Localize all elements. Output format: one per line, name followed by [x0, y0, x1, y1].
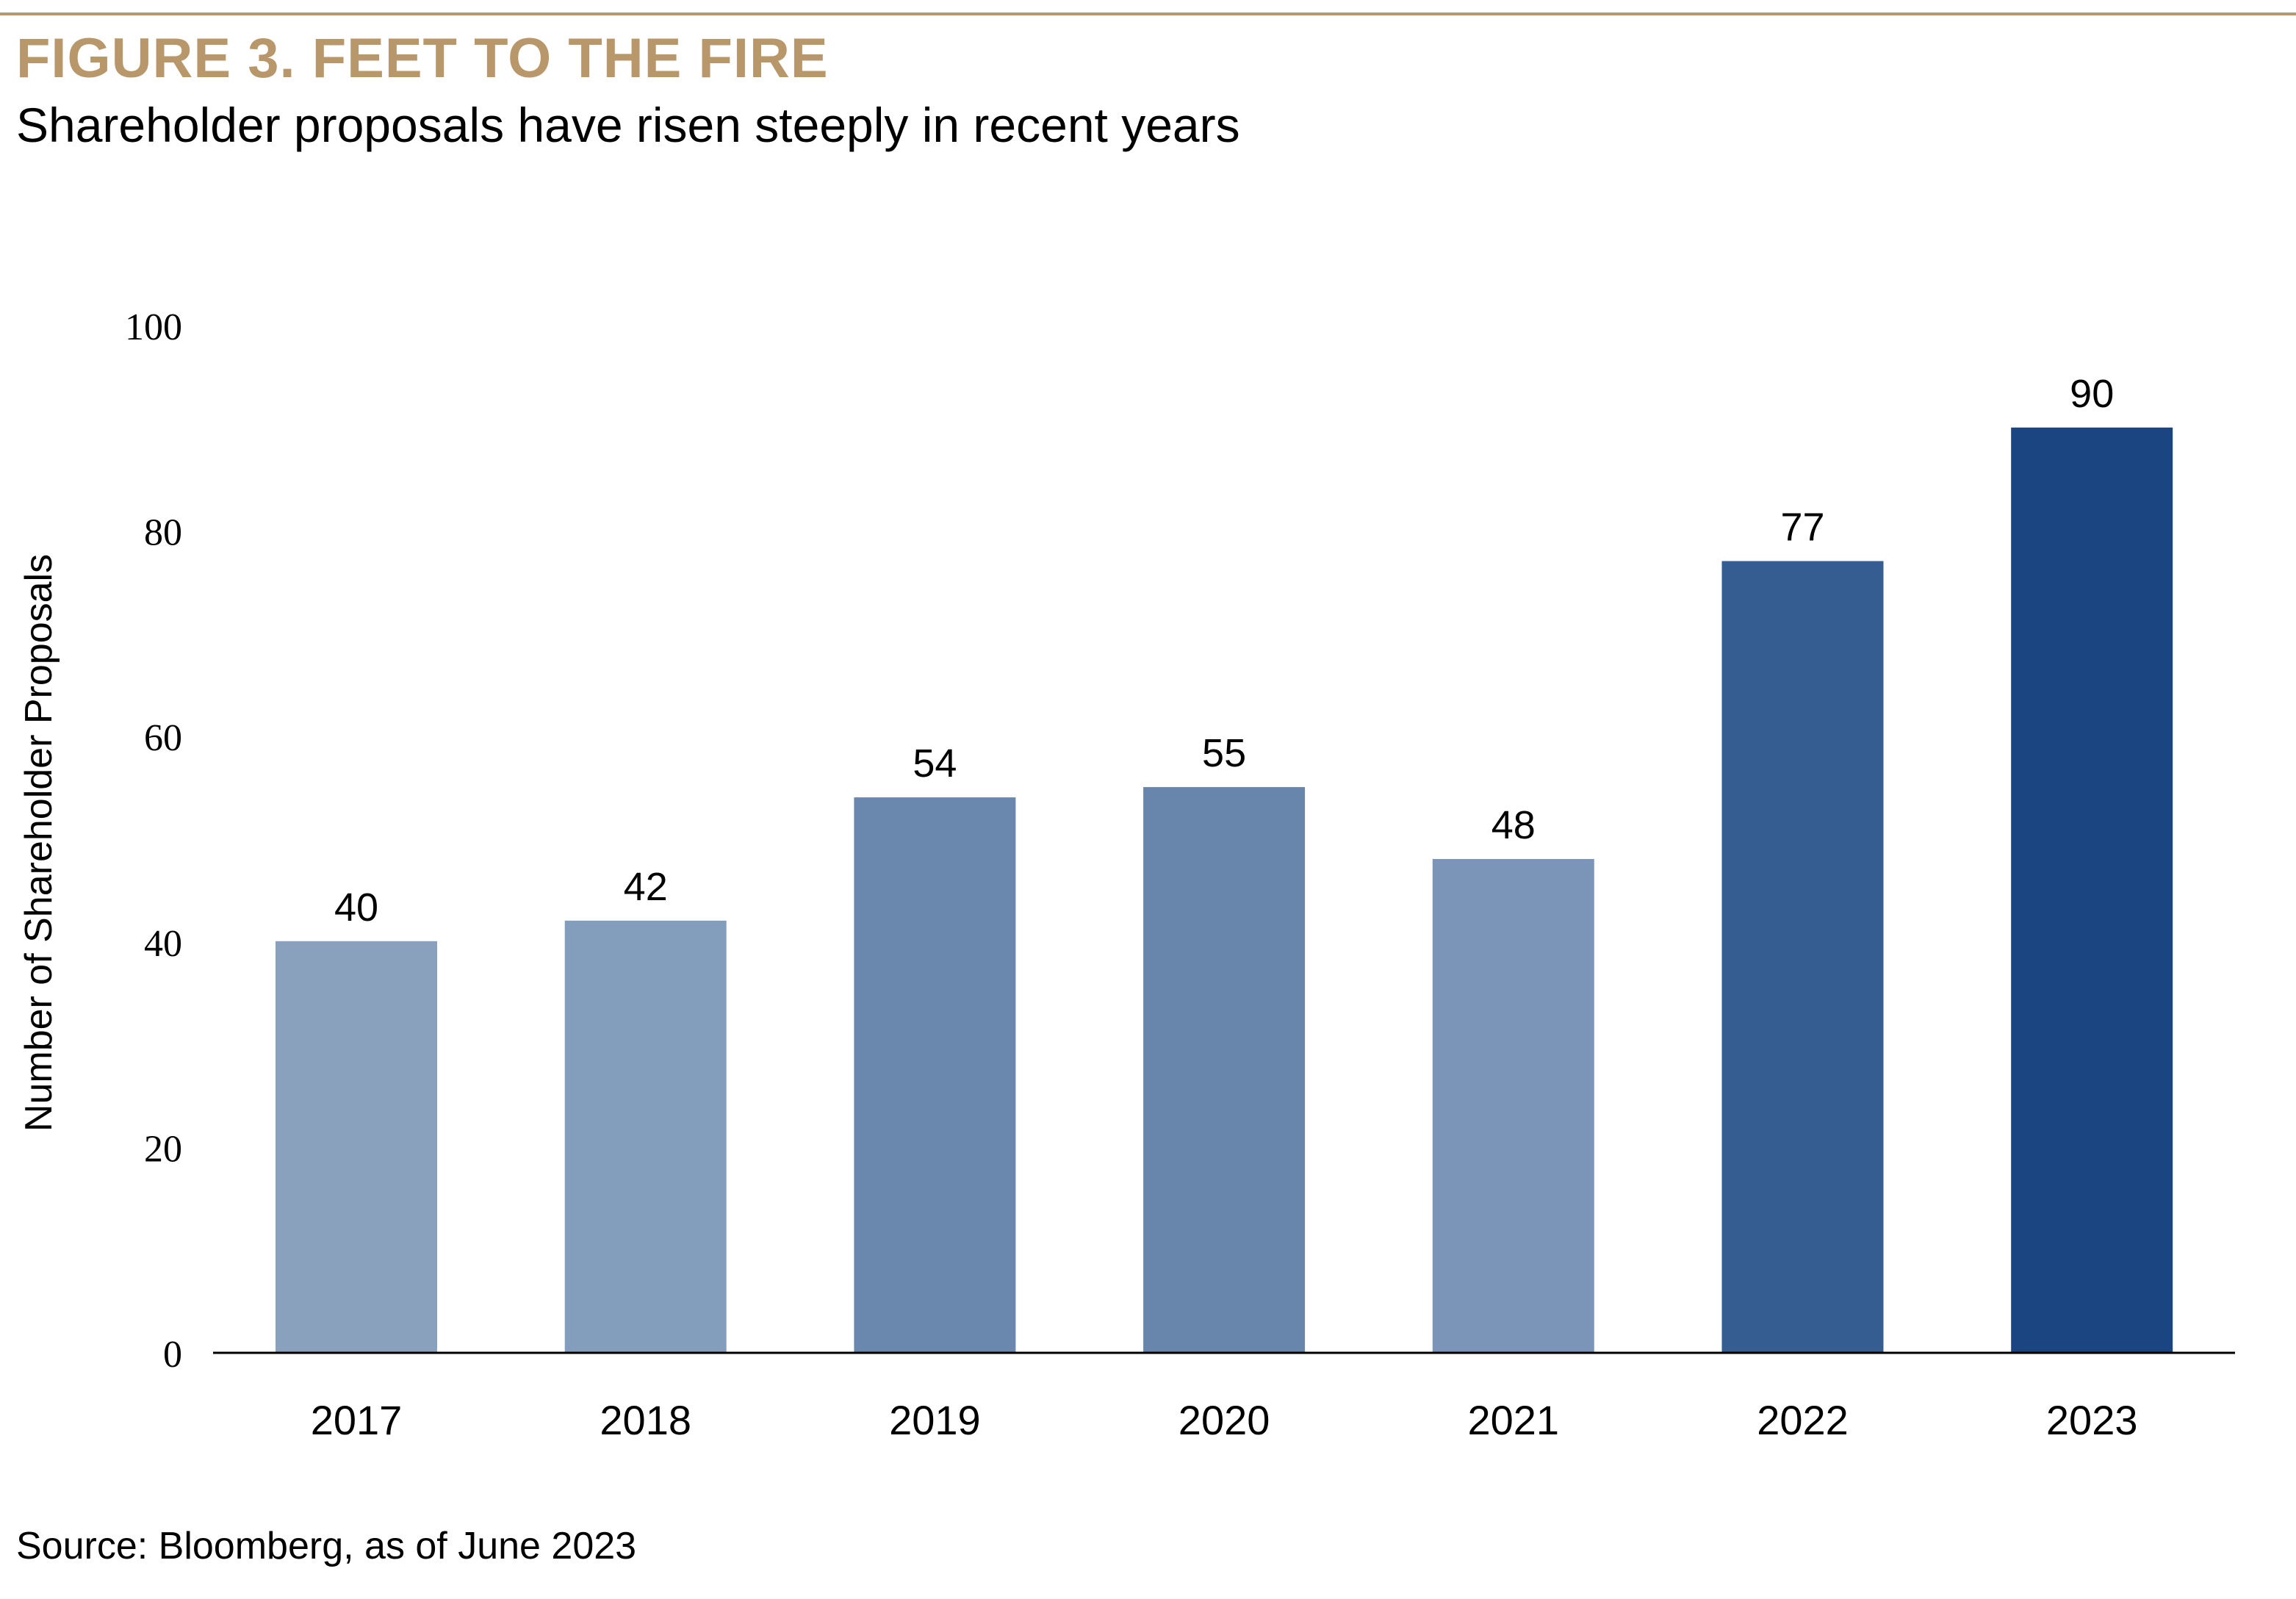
x-tick-label: 2017	[311, 1397, 403, 1443]
x-tick-label: 2021	[1468, 1397, 1560, 1443]
x-tick-label: 2019	[889, 1397, 981, 1443]
y-tick-label: 0	[163, 1334, 182, 1376]
data-label: 55	[1202, 731, 1246, 775]
bar-2018	[564, 920, 727, 1352]
data-label: 90	[2070, 372, 2114, 416]
data-label: 77	[1780, 506, 1824, 550]
x-tick-label: 2023	[2046, 1397, 2138, 1443]
bar-2021	[1432, 858, 1594, 1352]
bar-2020	[1143, 787, 1306, 1352]
top-rule	[0, 12, 2296, 15]
y-tick-label: 20	[144, 1128, 182, 1170]
figure-title: FIGURE 3. FEET TO THE FIRE	[16, 27, 829, 90]
bar-2022	[1721, 561, 1884, 1352]
data-label: 40	[334, 885, 378, 930]
y-tick-label: 60	[144, 717, 182, 759]
bar-2017	[276, 941, 437, 1352]
x-tick-label: 2020	[1178, 1397, 1270, 1443]
data-label: 48	[1491, 803, 1536, 847]
bar-2019	[854, 797, 1016, 1352]
y-axis-title: Number of Shareholder Proposals	[18, 554, 60, 1132]
y-tick-label: 100	[125, 306, 182, 348]
x-tick-label: 2022	[1757, 1397, 1849, 1443]
bar-2023	[2011, 427, 2173, 1352]
y-tick-label: 80	[144, 512, 182, 554]
x-tick-label: 2018	[600, 1397, 691, 1443]
data-label: 42	[624, 865, 668, 909]
y-tick-label: 40	[144, 923, 182, 965]
data-label: 54	[913, 741, 957, 786]
source-note: Source: Bloomberg, as of June 2023	[16, 1525, 637, 1567]
figure-subtitle: Shareholder proposals have risen steeply…	[16, 98, 1240, 152]
